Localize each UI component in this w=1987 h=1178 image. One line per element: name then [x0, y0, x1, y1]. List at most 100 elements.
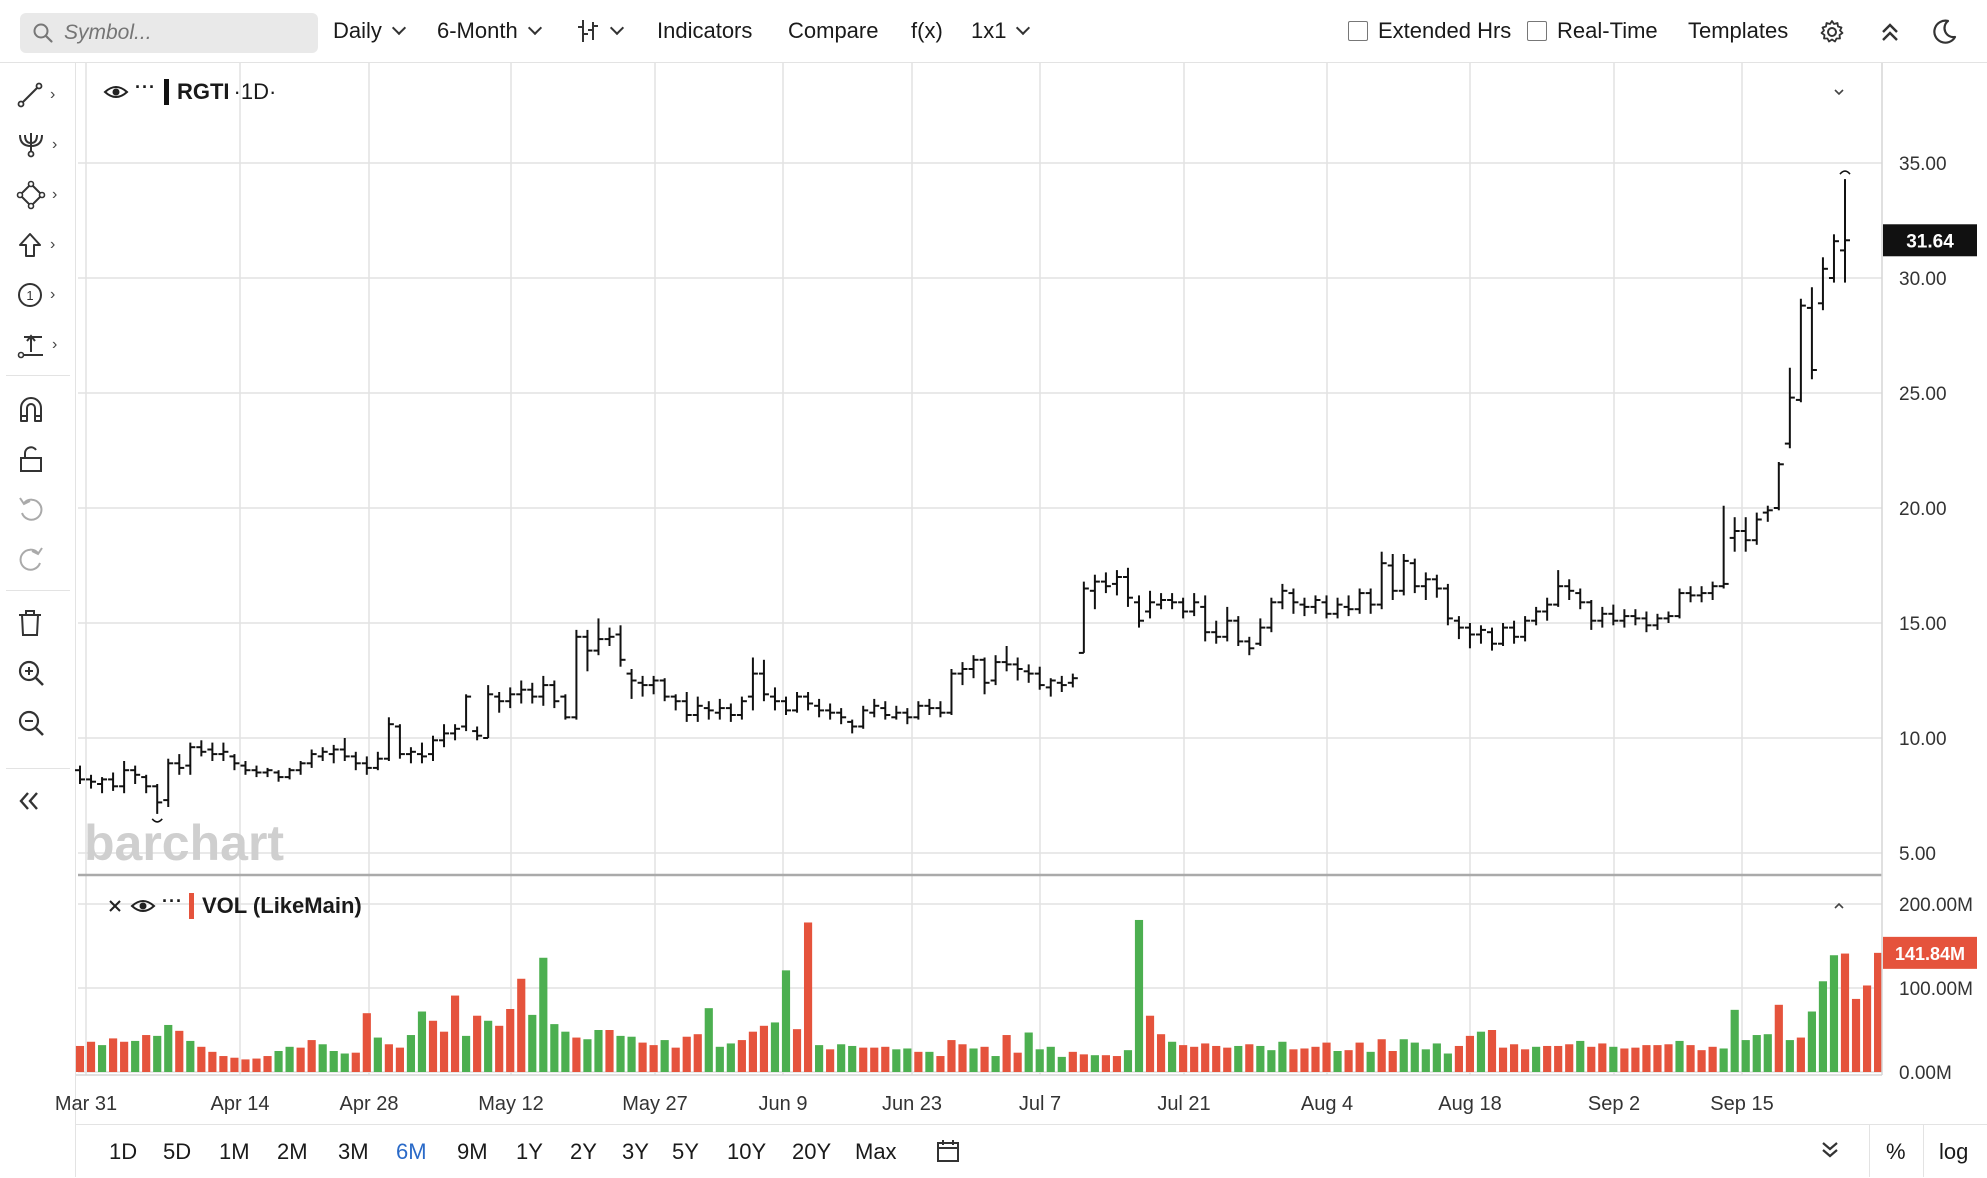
ohlc-bar: [1751, 512, 1762, 545]
more-options-icon[interactable]: ···: [162, 890, 183, 911]
zoom-out-icon: [18, 710, 44, 736]
range-button-20y[interactable]: 20Y: [792, 1139, 832, 1164]
ohlc-bar: [1111, 570, 1122, 596]
time-axis-tick-label: Sep 2: [1588, 1093, 1640, 1115]
shape-tool[interactable]: ›: [16, 175, 60, 215]
range-button-10y[interactable]: 10Y: [727, 1139, 767, 1164]
ohlc-bar: [1012, 657, 1023, 681]
delete-drawings-button[interactable]: [16, 603, 60, 643]
range-button-1d[interactable]: 1D: [109, 1139, 138, 1164]
range-button-2y[interactable]: 2Y: [570, 1139, 597, 1164]
range-button-5d[interactable]: 5D: [163, 1139, 192, 1164]
period-dropdown[interactable]: 6-Month: [437, 18, 542, 44]
volume-bar: [175, 1030, 184, 1072]
layout-dropdown[interactable]: 1x1: [971, 18, 1031, 44]
ohlc-bar: [383, 717, 394, 761]
volume-bar: [1697, 1050, 1706, 1072]
range-button-1m[interactable]: 1M: [219, 1139, 250, 1164]
volume-bar: [682, 1036, 691, 1072]
ohlc-bar: [207, 742, 218, 761]
time-axis-tick-label: May 12: [478, 1093, 544, 1115]
range-button-2m[interactable]: 2M: [277, 1139, 308, 1164]
volume-bar: [1686, 1045, 1695, 1072]
eye-icon[interactable]: [103, 83, 129, 101]
range-button-max[interactable]: Max: [855, 1139, 897, 1164]
range-button-6m[interactable]: 6M: [396, 1139, 427, 1164]
ohlc-bar: [1310, 595, 1321, 614]
undo-button[interactable]: [16, 489, 60, 529]
redo-button[interactable]: [16, 539, 60, 579]
top-toolbar: Daily 6-Month Indicators Compare f(x) 1x…: [0, 0, 1987, 63]
range-button-1y[interactable]: 1Y: [516, 1139, 543, 1164]
function-button[interactable]: f(x): [911, 18, 943, 43]
pitchfork-tool[interactable]: ›: [16, 125, 60, 165]
chevron-up-icon[interactable]: [1832, 898, 1846, 916]
range-button-9m[interactable]: 9M: [457, 1139, 488, 1164]
collapse-toolbar-button[interactable]: [1878, 20, 1902, 44]
settings-button[interactable]: [1818, 18, 1846, 46]
ohlc-bar: [758, 659, 769, 702]
zoom-in-button[interactable]: [16, 653, 60, 693]
extended-hours-checkbox[interactable]: [1348, 21, 1368, 41]
volume-bar: [1476, 1031, 1486, 1072]
real-time-toggle[interactable]: Real-Time: [1527, 18, 1658, 44]
ohlc-bar: [825, 703, 836, 720]
volume-bar: [616, 1035, 625, 1072]
volume-bar: [605, 1030, 614, 1072]
volume-bar: [1201, 1043, 1210, 1072]
volume-bar: [164, 1024, 173, 1072]
volume-bar: [1101, 1055, 1110, 1072]
templates-button[interactable]: Templates: [1688, 18, 1789, 43]
chart-type-dropdown[interactable]: [576, 18, 625, 44]
percent-scale-button[interactable]: %: [1886, 1139, 1906, 1164]
line-tool[interactable]: ›: [16, 75, 60, 115]
volume-bar: [1079, 1054, 1088, 1072]
zoom-out-button[interactable]: [16, 703, 60, 743]
volume-bar: [770, 1022, 780, 1072]
range-button-5y[interactable]: 5Y: [672, 1139, 699, 1164]
magnet-tool[interactable]: [16, 389, 60, 429]
measure-tool[interactable]: ›: [16, 325, 60, 365]
period-label: 6-Month: [437, 18, 518, 43]
extended-hours-toggle[interactable]: Extended Hrs: [1348, 18, 1511, 44]
ohlc-bar: [1244, 636, 1255, 656]
log-scale-button[interactable]: log: [1939, 1139, 1969, 1164]
real-time-checkbox[interactable]: [1527, 21, 1547, 41]
indicators-button[interactable]: Indicators: [657, 18, 753, 43]
expand-button[interactable]: [1819, 1139, 1841, 1166]
chevron-down-icon[interactable]: [1832, 84, 1846, 102]
volume-bar: [1785, 1040, 1794, 1072]
range-button-3y[interactable]: 3Y: [622, 1139, 649, 1164]
compare-button[interactable]: Compare: [788, 18, 879, 43]
ohlc-bar: [1189, 593, 1200, 617]
volume-bar: [1807, 1011, 1816, 1072]
annotation-tool[interactable]: 1 ›: [16, 275, 60, 315]
volume-bar: [759, 1025, 769, 1072]
volume-bar: [1774, 1004, 1783, 1072]
interval-dropdown[interactable]: Daily: [333, 18, 406, 44]
volume-bar: [318, 1044, 327, 1072]
range-button-3m[interactable]: 3M: [338, 1139, 369, 1164]
volume-bar: [649, 1045, 658, 1072]
ohlc-bar: [1553, 570, 1564, 607]
eye-icon[interactable]: [130, 897, 156, 915]
price-axis-tick-label: 20.00: [1899, 499, 1947, 520]
volume-series: [75, 919, 1883, 1072]
symbol-search[interactable]: [20, 13, 318, 53]
real-time-label: Real-Time: [1557, 18, 1658, 43]
volume-bar: [97, 1045, 107, 1072]
dark-mode-button[interactable]: [1930, 18, 1958, 46]
close-icon[interactable]: [106, 897, 124, 915]
search-input[interactable]: [62, 20, 286, 46]
price-axis-tick-label: 5.00: [1899, 844, 1936, 865]
volume-bar: [969, 1048, 978, 1072]
more-options-icon[interactable]: ···: [135, 76, 156, 97]
arrow-tool[interactable]: ›: [16, 225, 60, 265]
lock-tool[interactable]: [16, 439, 60, 479]
chevron-right-icon: ›: [50, 86, 56, 103]
ohlc-bar: [968, 655, 979, 679]
collapse-sidebar-button[interactable]: [16, 781, 60, 821]
volume-bar: [120, 1041, 129, 1072]
date-range-button[interactable]: [936, 1139, 960, 1168]
